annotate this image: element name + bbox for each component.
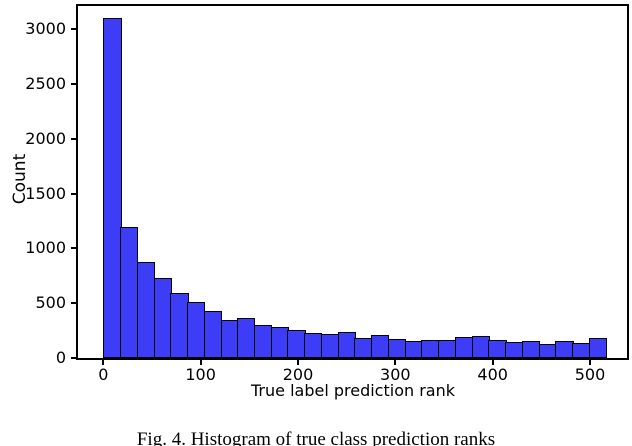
histogram-bar — [287, 330, 306, 358]
y-tick-label: 2000 — [25, 128, 66, 148]
histogram-bar — [237, 318, 256, 358]
y-tick-label: 1500 — [25, 183, 66, 203]
x-tick-label: 500 — [574, 365, 606, 384]
histogram-bar — [103, 18, 122, 358]
histogram-bar — [270, 326, 289, 358]
histogram-bar — [471, 335, 490, 358]
x-tick-mark — [199, 360, 202, 365]
histogram-bar — [404, 341, 423, 358]
y-tick-mark — [71, 83, 76, 86]
histogram-bar — [220, 319, 239, 358]
x-axis-label: True label prediction rank — [251, 381, 455, 400]
x-tick-mark — [394, 360, 397, 365]
y-tick-mark — [71, 28, 76, 31]
histogram-bar — [170, 293, 189, 358]
figure-caption: Fig. 4. Histogram of true class predicti… — [136, 429, 496, 446]
x-tick-label: 400 — [477, 365, 508, 384]
histogram-bar — [538, 343, 557, 358]
y-tick-mark — [71, 247, 76, 250]
histogram-bar — [253, 324, 273, 358]
y-tick-mark — [71, 357, 76, 359]
histogram-bar — [505, 342, 524, 358]
histogram-bar — [421, 340, 440, 358]
x-tick-label: 300 — [380, 365, 411, 384]
histogram-bar — [521, 341, 541, 358]
histogram-bar — [387, 338, 407, 358]
y-tick-label: 3000 — [25, 19, 66, 39]
x-tick-label: 200 — [282, 365, 314, 384]
y-tick-label: 1000 — [25, 238, 66, 258]
histogram-bar — [588, 338, 608, 358]
x-tick-mark — [102, 360, 105, 365]
histogram-bar — [120, 226, 139, 358]
y-tick-mark — [71, 302, 76, 305]
histogram-bar — [354, 337, 373, 358]
histogram-bar — [304, 332, 323, 358]
x-tick-mark — [491, 360, 494, 365]
histogram-bar — [438, 339, 457, 358]
histogram-bar — [153, 278, 172, 358]
histogram-bar — [203, 310, 222, 358]
y-tick-label: 0 — [55, 348, 66, 367]
histogram-bar — [320, 334, 340, 358]
histogram-bar — [488, 339, 507, 358]
plot-area — [76, 4, 629, 360]
y-tick-mark — [71, 137, 76, 140]
histogram-bar — [187, 302, 206, 358]
y-tick-label: 500 — [35, 293, 66, 313]
y-tick-label: 2500 — [25, 74, 66, 94]
x-tick-label: 100 — [185, 365, 216, 384]
histogram-bar — [136, 262, 156, 358]
x-tick-label: 0 — [98, 365, 109, 384]
x-tick-mark — [296, 360, 299, 365]
y-tick-mark — [71, 192, 76, 195]
histogram-bar — [555, 341, 574, 358]
histogram-bar — [454, 337, 474, 358]
histogram-bar — [572, 343, 591, 358]
histogram-bar — [337, 331, 356, 358]
x-tick-mark — [589, 360, 591, 365]
histogram-bar — [371, 335, 390, 358]
